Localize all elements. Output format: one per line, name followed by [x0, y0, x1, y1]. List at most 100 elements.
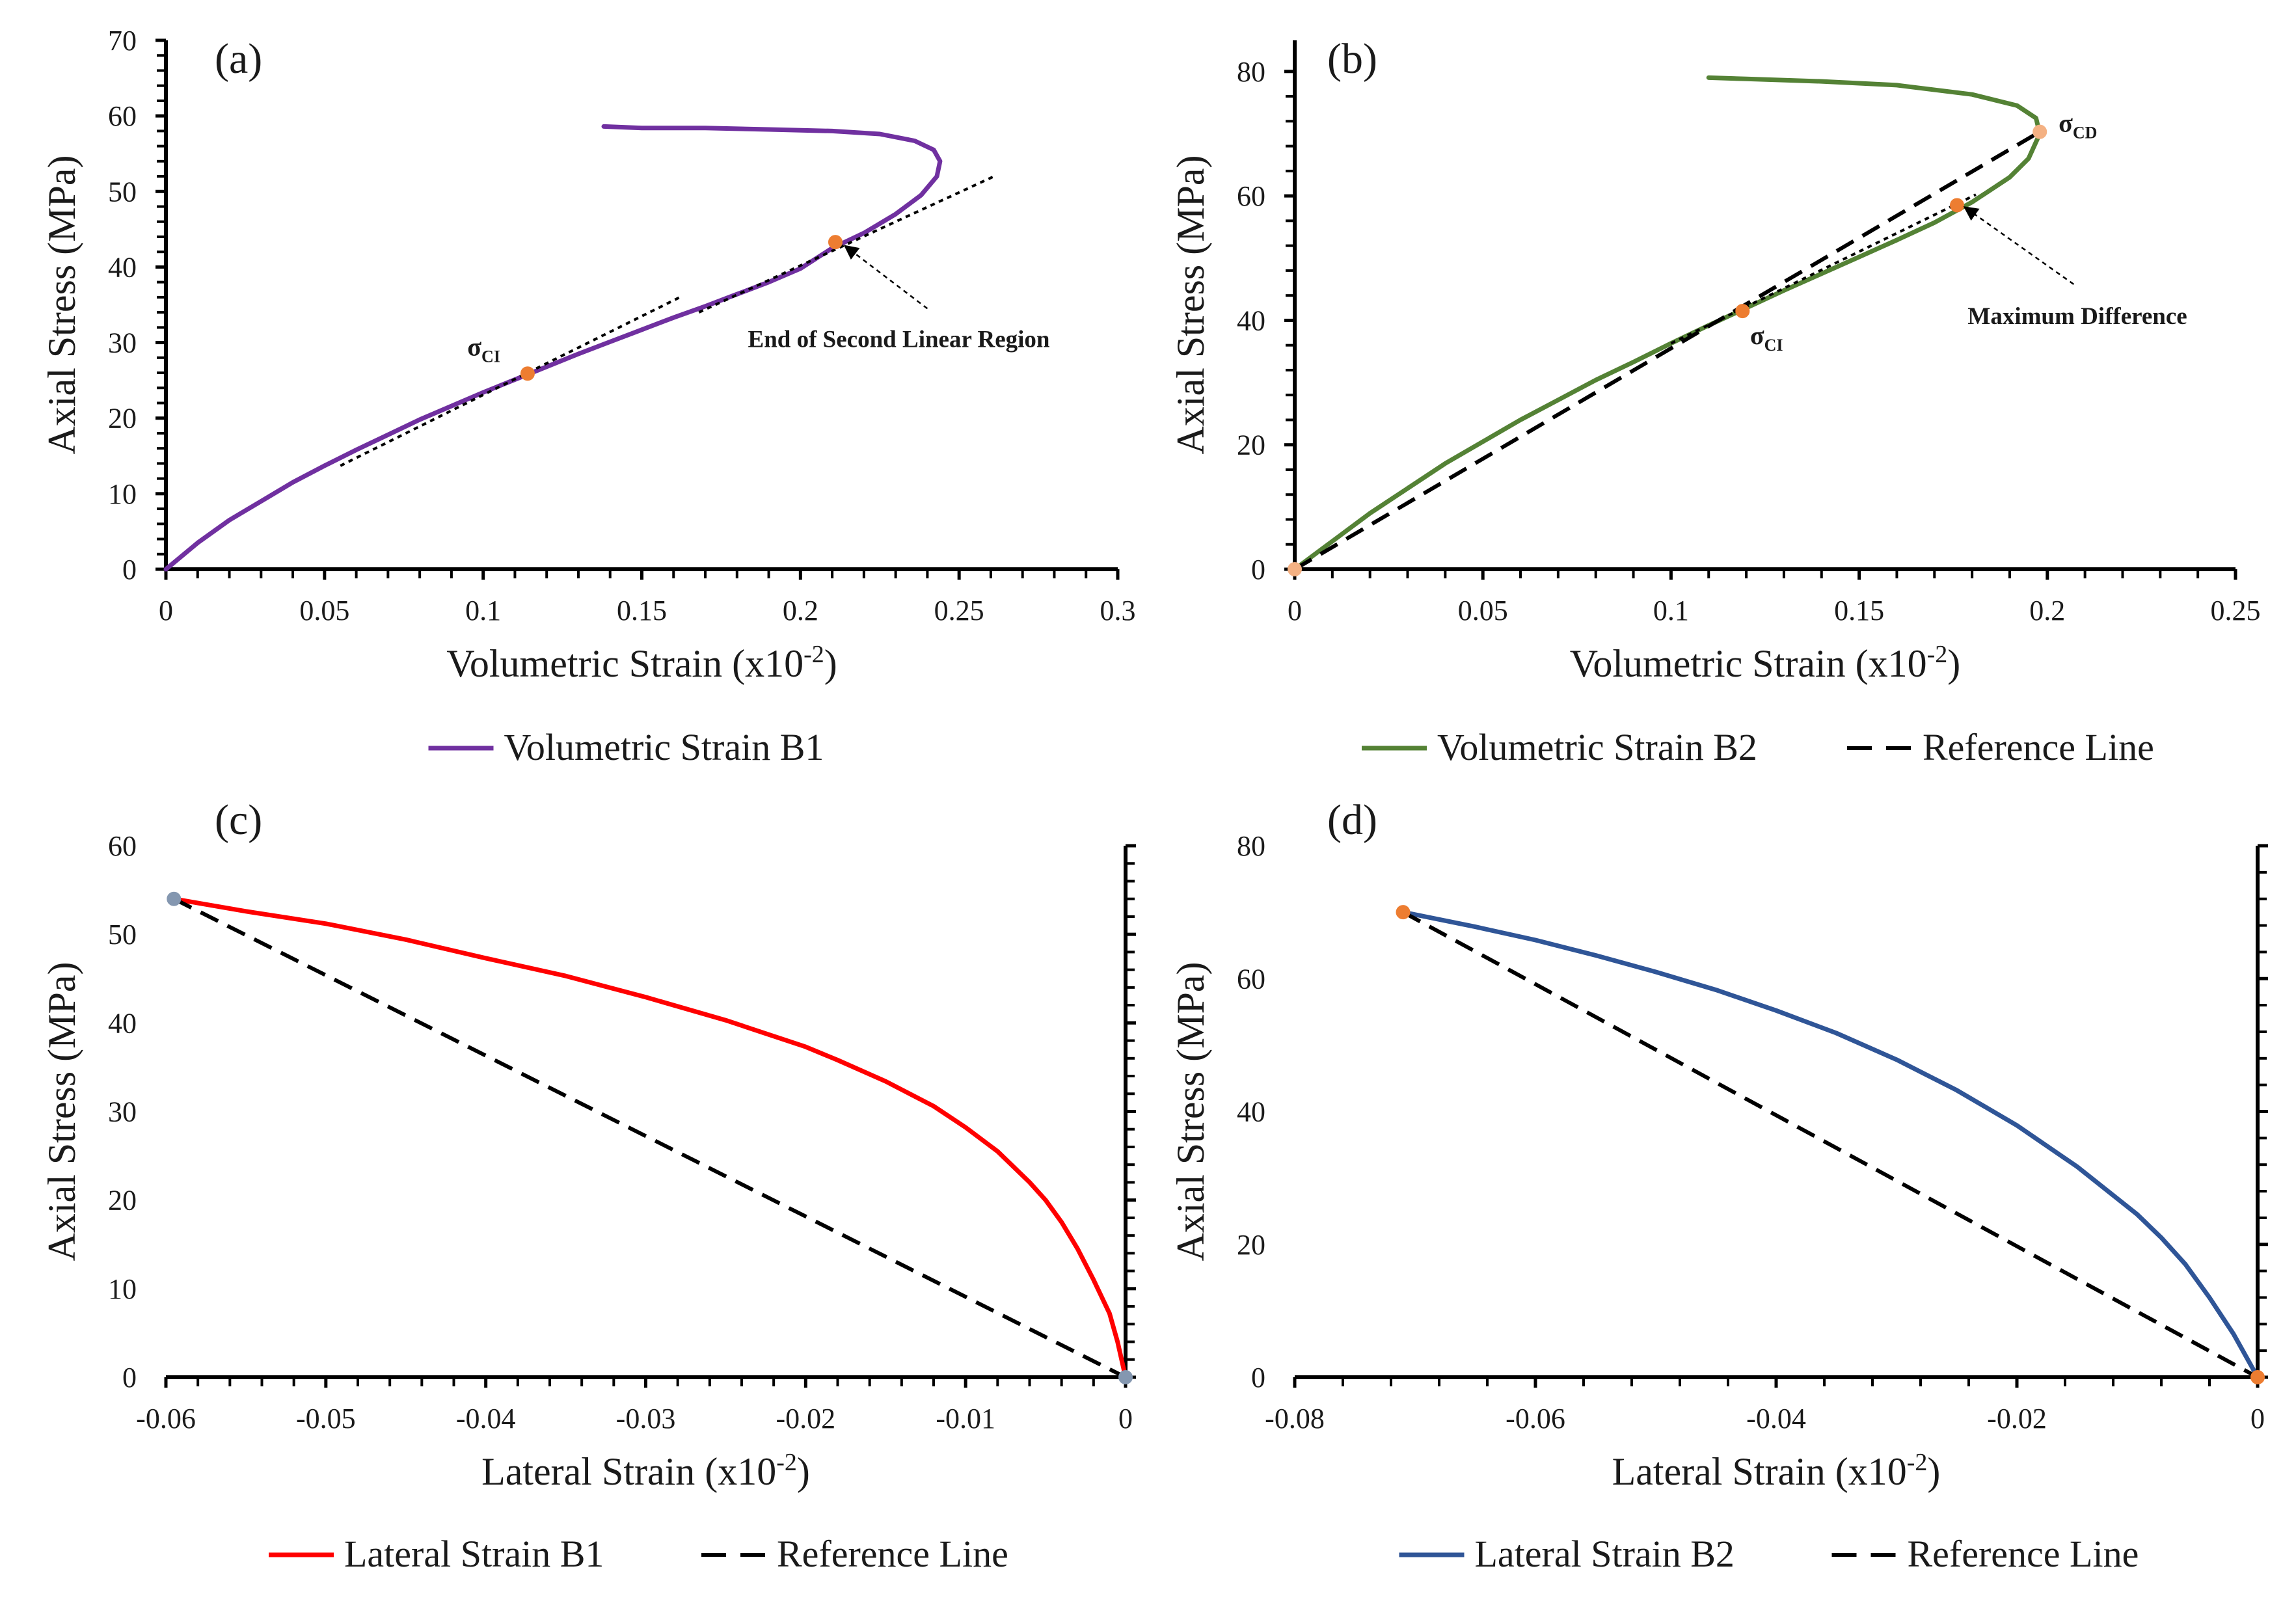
x-tick-label: 0	[1118, 1403, 1133, 1434]
y-tick-label: 40	[1237, 1096, 1265, 1128]
guide-line	[698, 175, 995, 314]
y-tick-label: 60	[108, 100, 137, 132]
x-axis-title-text: Volumetric Strain (x10	[1570, 642, 1927, 685]
y-tick-label: 10	[108, 478, 137, 510]
point-marker	[2250, 1370, 2265, 1384]
x-tick-label: 0.15	[617, 595, 667, 626]
series-line-reference-line	[1402, 910, 2259, 1379]
y-tick-label: 20	[1237, 429, 1265, 461]
annotation-label: End of Second Linear Region	[748, 327, 1050, 353]
sigma-annotation: σCI	[1750, 321, 1783, 355]
annotation-arrow	[1963, 206, 2075, 285]
x-axis-title-close: )	[797, 1450, 810, 1493]
panel-c: -0.06 -0.05 -0.04 -0.03 -0.02 -0.01 0 0 10 20 30 40…	[40, 796, 1136, 1575]
legend: Lateral Strain B1 Reference Line	[269, 1533, 1008, 1575]
legend-label: Volumetric Strain B2	[1437, 726, 1757, 768]
panel-label: (b)	[1327, 35, 1377, 83]
point-marker	[1288, 562, 1302, 576]
y-tick-label: 80	[1237, 830, 1265, 862]
x-axis-title-text: Volumetric Strain (x10	[446, 642, 804, 685]
x-axis-title-exponent: -2	[1907, 1449, 1928, 1476]
x-tick-label: 0.15	[1834, 595, 1884, 626]
point-marker	[1735, 304, 1750, 319]
x-axis-title-exponent: -2	[804, 641, 824, 668]
x-tick-label: -0.03	[616, 1403, 676, 1434]
x-tick-label: 0.3	[1100, 595, 1136, 626]
x-tick-label: -0.02	[776, 1403, 836, 1434]
point-marker	[2033, 124, 2047, 139]
series-line-reference-line	[1293, 130, 2041, 571]
y-tick-label: 0	[1251, 554, 1265, 586]
legend-label: Lateral Strain B2	[1475, 1533, 1735, 1575]
legend: Volumetric Strain B2 Reference Line	[1362, 726, 2154, 768]
series-line-volumetric-strain-b1	[163, 124, 943, 572]
panel-label: (a)	[215, 35, 262, 83]
x-axis-title: Volumetric Strain (x10-2)	[1570, 641, 1960, 685]
y-tick-label: 40	[1237, 304, 1265, 336]
panel-a: 0 0.05 0.1 0.15 0.2 0.25 0.3 0 10 20 30 40 50 60 70 Vol…	[40, 25, 1136, 768]
x-tick-label: 0.25	[934, 595, 984, 626]
x-tick-label: -0.04	[1746, 1403, 1806, 1434]
point-marker	[520, 366, 535, 381]
point-marker	[167, 891, 182, 906]
x-tick-label: -0.05	[296, 1403, 356, 1434]
sigma-symbol: σ	[2059, 109, 2073, 138]
x-axis-title-exponent: -2	[1927, 641, 1948, 668]
y-tick-label: 50	[108, 176, 137, 208]
x-tick-label: -0.08	[1265, 1403, 1325, 1434]
y-tick-label: 60	[108, 830, 137, 862]
panel-d: -0.08 -0.06 -0.04 -0.02 0 0 20 40 60 80 Lateral St…	[1169, 796, 2268, 1575]
y-axis-title: Axial Stress (MPa)	[1169, 155, 1212, 455]
sigma-annotation: σCD	[2059, 109, 2097, 142]
x-tick-label: 0.1	[465, 595, 501, 626]
legend-label: Volumetric Strain B1	[504, 726, 824, 768]
x-tick-label: -0.02	[1987, 1403, 2047, 1434]
x-tick-label: 0.05	[299, 595, 349, 626]
x-axis-title: Volumetric Strain (x10-2)	[446, 641, 837, 685]
point-marker	[1396, 905, 1411, 920]
x-tick-label: 0	[1288, 595, 1302, 626]
y-tick-label: 0	[1251, 1362, 1265, 1394]
x-axis-title-close: )	[824, 642, 837, 685]
y-tick-label: 20	[1237, 1229, 1265, 1261]
x-axis-title-exponent: -2	[776, 1449, 797, 1476]
x-axis-title-text: Lateral Strain (x10	[1612, 1450, 1907, 1493]
panel-b: 0 0.05 0.1 0.15 0.2 0.25 0 20 40 60 80 Volumetric S…	[1169, 35, 2261, 768]
x-axis-title-close: )	[1947, 642, 1960, 685]
y-tick-label: 40	[108, 1007, 137, 1039]
point-marker	[1949, 198, 1964, 213]
legend: Volumetric Strain B1	[428, 726, 824, 768]
sigma-subscript: CD	[2073, 124, 2098, 142]
legend-label: Reference Line	[1923, 726, 2154, 768]
sigma-subscript: CI	[1764, 336, 1783, 355]
sigma-symbol: σ	[1750, 321, 1764, 350]
sigma-subscript: CI	[481, 347, 500, 366]
point-marker	[828, 235, 843, 250]
x-tick-label: 0.05	[1458, 595, 1508, 626]
x-tick-label: 0.2	[783, 595, 818, 626]
y-axis-title: Axial Stress (MPa)	[1169, 962, 1212, 1261]
y-tick-label: 60	[1237, 180, 1265, 212]
x-tick-label: 0	[2250, 1403, 2265, 1434]
series-line-lateral-strain-b2	[1401, 909, 2260, 1380]
x-tick-label: -0.04	[456, 1403, 516, 1434]
y-tick-label: 50	[108, 919, 137, 950]
y-tick-label: 30	[108, 1096, 137, 1128]
y-tick-label: 80	[1237, 56, 1265, 88]
legend-label: Reference Line	[777, 1533, 1008, 1575]
panel-label: (d)	[1327, 796, 1377, 844]
legend: Lateral Strain B2 Reference Line	[1399, 1533, 2139, 1575]
x-tick-label: -0.06	[1506, 1403, 1565, 1434]
series-line-volumetric-strain-b2	[1292, 75, 2042, 572]
y-axis-title: Axial Stress (MPa)	[40, 155, 83, 455]
x-tick-label: 0.1	[1653, 595, 1689, 626]
y-axis-title: Axial Stress (MPa)	[40, 962, 83, 1261]
x-axis-title-text: Lateral Strain (x10	[481, 1450, 776, 1493]
x-axis-title-close: )	[1927, 1450, 1940, 1493]
x-tick-label: 0.25	[2211, 595, 2261, 626]
sigma-annotation: σCI	[467, 332, 500, 366]
x-tick-label: -0.01	[936, 1403, 995, 1434]
y-tick-label: 0	[122, 1362, 137, 1394]
x-axis-title: Lateral Strain (x10-2)	[1612, 1449, 1941, 1493]
